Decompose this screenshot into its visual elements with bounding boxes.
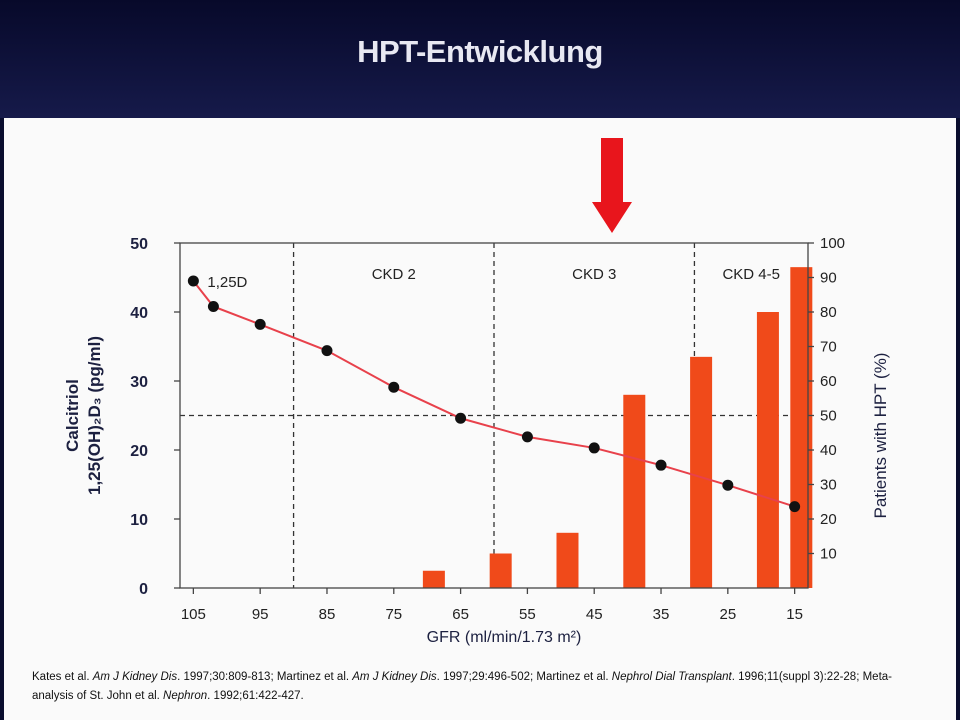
y-right-tick-label: 70 [820, 339, 837, 356]
y-right-tick-label: 60 [820, 373, 837, 390]
calcitriol-point [588, 442, 600, 454]
x-tick-label: 75 [385, 606, 402, 623]
y-right-tick-label: 10 [820, 546, 837, 563]
y-right-tick-label: 30 [820, 477, 837, 494]
y-right-tick-label: 20 [820, 511, 837, 528]
x-tick-label: 95 [252, 606, 269, 623]
y-left-tick-label: 40 [130, 305, 148, 322]
citation-part: Kates et al. [32, 671, 93, 683]
y-left-tick-label: 10 [130, 512, 148, 529]
y-left-tick-label: 20 [130, 443, 148, 460]
x-tick-label: 25 [719, 606, 736, 623]
x-tick-label: 35 [653, 606, 670, 623]
region-label: CKD 2 [372, 266, 416, 283]
series-label: 1,25D [207, 274, 247, 291]
calcitriol-point [521, 431, 533, 443]
x-axis-title: GFR (ml/min/1.73 m²) [427, 629, 582, 646]
hpt-bar [790, 267, 813, 588]
hpt-bar [489, 553, 512, 588]
x-tick-label: 65 [452, 606, 469, 623]
slide-header: HPT-Entwicklung [0, 0, 960, 118]
x-tick-label: 15 [786, 606, 803, 623]
y-left-title-line2: 1,25(OH)₂D₃ (pg/ml) [85, 336, 104, 495]
citation-part: . 1992;61:422-427. [207, 690, 304, 702]
hpt-bar [422, 570, 445, 588]
hpt-bar [556, 532, 579, 588]
citation-journal: Nephron [163, 690, 208, 702]
red-down-arrow-icon [592, 138, 632, 233]
x-tick-label: 105 [181, 606, 206, 623]
region-label: CKD 4-5 [722, 266, 780, 283]
y-right-tick-label: 40 [820, 442, 837, 459]
hpt-bar [756, 312, 779, 588]
citation-journal: Am J Kidney Dis [92, 671, 178, 683]
calcitriol-point [321, 345, 333, 357]
y-right-tick-label: 80 [820, 304, 837, 321]
calcitriol-point [789, 501, 801, 513]
x-tick-label: 45 [586, 606, 603, 623]
y-left-tick-label: 50 [130, 236, 148, 253]
y-left-tick-label: 30 [130, 374, 148, 391]
y-right-title: Patients with HPT (%) [871, 353, 890, 519]
y-right-tick-label: 50 [820, 408, 837, 425]
y-right-tick-label: 90 [820, 270, 837, 287]
hpt-bar [623, 394, 646, 588]
calcitriol-point [187, 275, 199, 287]
hpt-bar [690, 356, 713, 588]
citation-journal: Am J Kidney Dis [352, 671, 437, 683]
calcitriol-point [388, 381, 400, 393]
citation-part: . 1997;29:496-502; Martinez et al. [436, 671, 612, 683]
x-tick-label: 55 [519, 606, 536, 623]
calcitriol-point [655, 459, 667, 471]
calcitriol-point [254, 318, 266, 330]
calcitriol-point [207, 300, 219, 312]
calcitriol-point [455, 412, 467, 424]
y-left-tick-label: 0 [139, 581, 148, 598]
y-left-title-line1: Calcitriol [63, 379, 82, 452]
citation-part: . 1997;30:809-813; Martinez et al. [177, 671, 353, 683]
y-right-tick-label: 100 [820, 235, 845, 252]
citation-text: Kates et al. Am J Kidney Dis. 1997;30:80… [32, 668, 932, 706]
x-tick-label: 85 [319, 606, 336, 623]
slide-title: HPT-Entwicklung [357, 34, 603, 69]
calcitriol-point [722, 479, 734, 491]
region-label: CKD 3 [572, 266, 616, 283]
citation-part: . 1996;11(suppl 3):22-28; Meta-analysis … [32, 671, 892, 702]
citation-journal: Nephrol Dial Transplant [611, 671, 732, 683]
